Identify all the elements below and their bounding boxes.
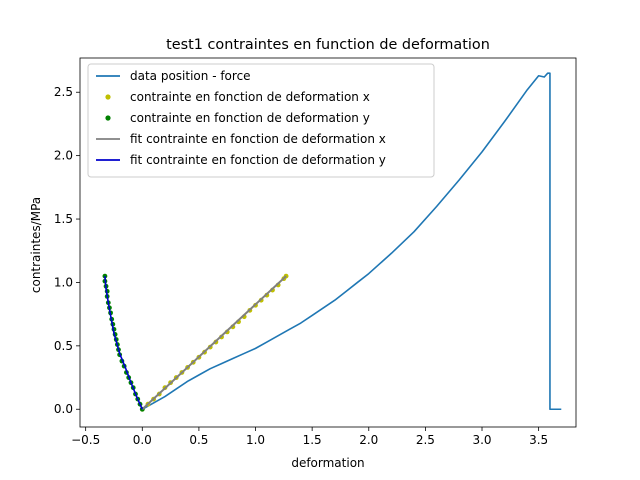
x-tick-label: 3.5	[529, 433, 548, 447]
x-tick-label: 3.0	[472, 433, 491, 447]
y-axis-label: contraintes/MPa	[29, 197, 43, 293]
legend-label: contrainte en fonction de deformation x	[130, 90, 370, 104]
x-axis-ticks: −0.5 0.0 0.5 1.0 1.5 2.0 2.5 3.0 3.5	[71, 427, 548, 447]
legend-marker-swatch	[105, 115, 111, 121]
x-tick-label: 2.0	[359, 433, 378, 447]
y-tick-label: 2.0	[54, 149, 73, 163]
series-line	[141, 275, 287, 410]
legend-item: fit contrainte en fonction de deformatio…	[96, 132, 386, 146]
legend-box	[87, 63, 435, 178]
x-tick-label: 0.5	[189, 433, 208, 447]
legend-item: contrainte en fonction de deformation x	[105, 90, 370, 104]
legend-label: contrainte en fonction de deformation y	[130, 111, 370, 125]
x-tick-label: 2.5	[416, 433, 435, 447]
x-tick-label: 1.0	[246, 433, 265, 447]
chart-title: test1 contraintes en function de deforma…	[166, 37, 490, 53]
x-tick-label: 0.0	[133, 433, 152, 447]
series-3	[141, 275, 287, 410]
legend-item: fit contrainte en fonction de deformatio…	[96, 153, 386, 167]
x-tick-label: 1.5	[303, 433, 322, 447]
y-tick-label: 2.5	[54, 85, 73, 99]
series-line	[104, 276, 144, 410]
legend-label: data position - force	[130, 69, 251, 83]
legend-label: fit contrainte en fonction de deformatio…	[130, 132, 386, 146]
y-tick-label: 0.0	[54, 402, 73, 416]
legend-marker-swatch	[105, 94, 111, 100]
axes-frame	[79, 57, 577, 428]
legend: data position - force contrainte en fonct…	[87, 63, 435, 178]
legend-label: fit contrainte en fonction de deformatio…	[130, 153, 386, 167]
y-tick-label: 1.0	[54, 275, 73, 289]
legend-item: data position - force	[96, 69, 251, 83]
series-4	[104, 276, 144, 410]
series-0	[141, 72, 562, 411]
series-line	[141, 72, 562, 411]
y-tick-label: 1.5	[54, 212, 73, 226]
y-axis-ticks: 0.0 0.5 1.0 1.5 2.0 2.5	[54, 85, 80, 416]
x-tick-label: −0.5	[71, 433, 100, 447]
legend-item: contrainte en fonction de deformation y	[105, 111, 370, 125]
plot-area	[102, 72, 562, 412]
x-axis-label: deformation	[291, 456, 364, 470]
y-tick-label: 0.5	[54, 339, 73, 353]
